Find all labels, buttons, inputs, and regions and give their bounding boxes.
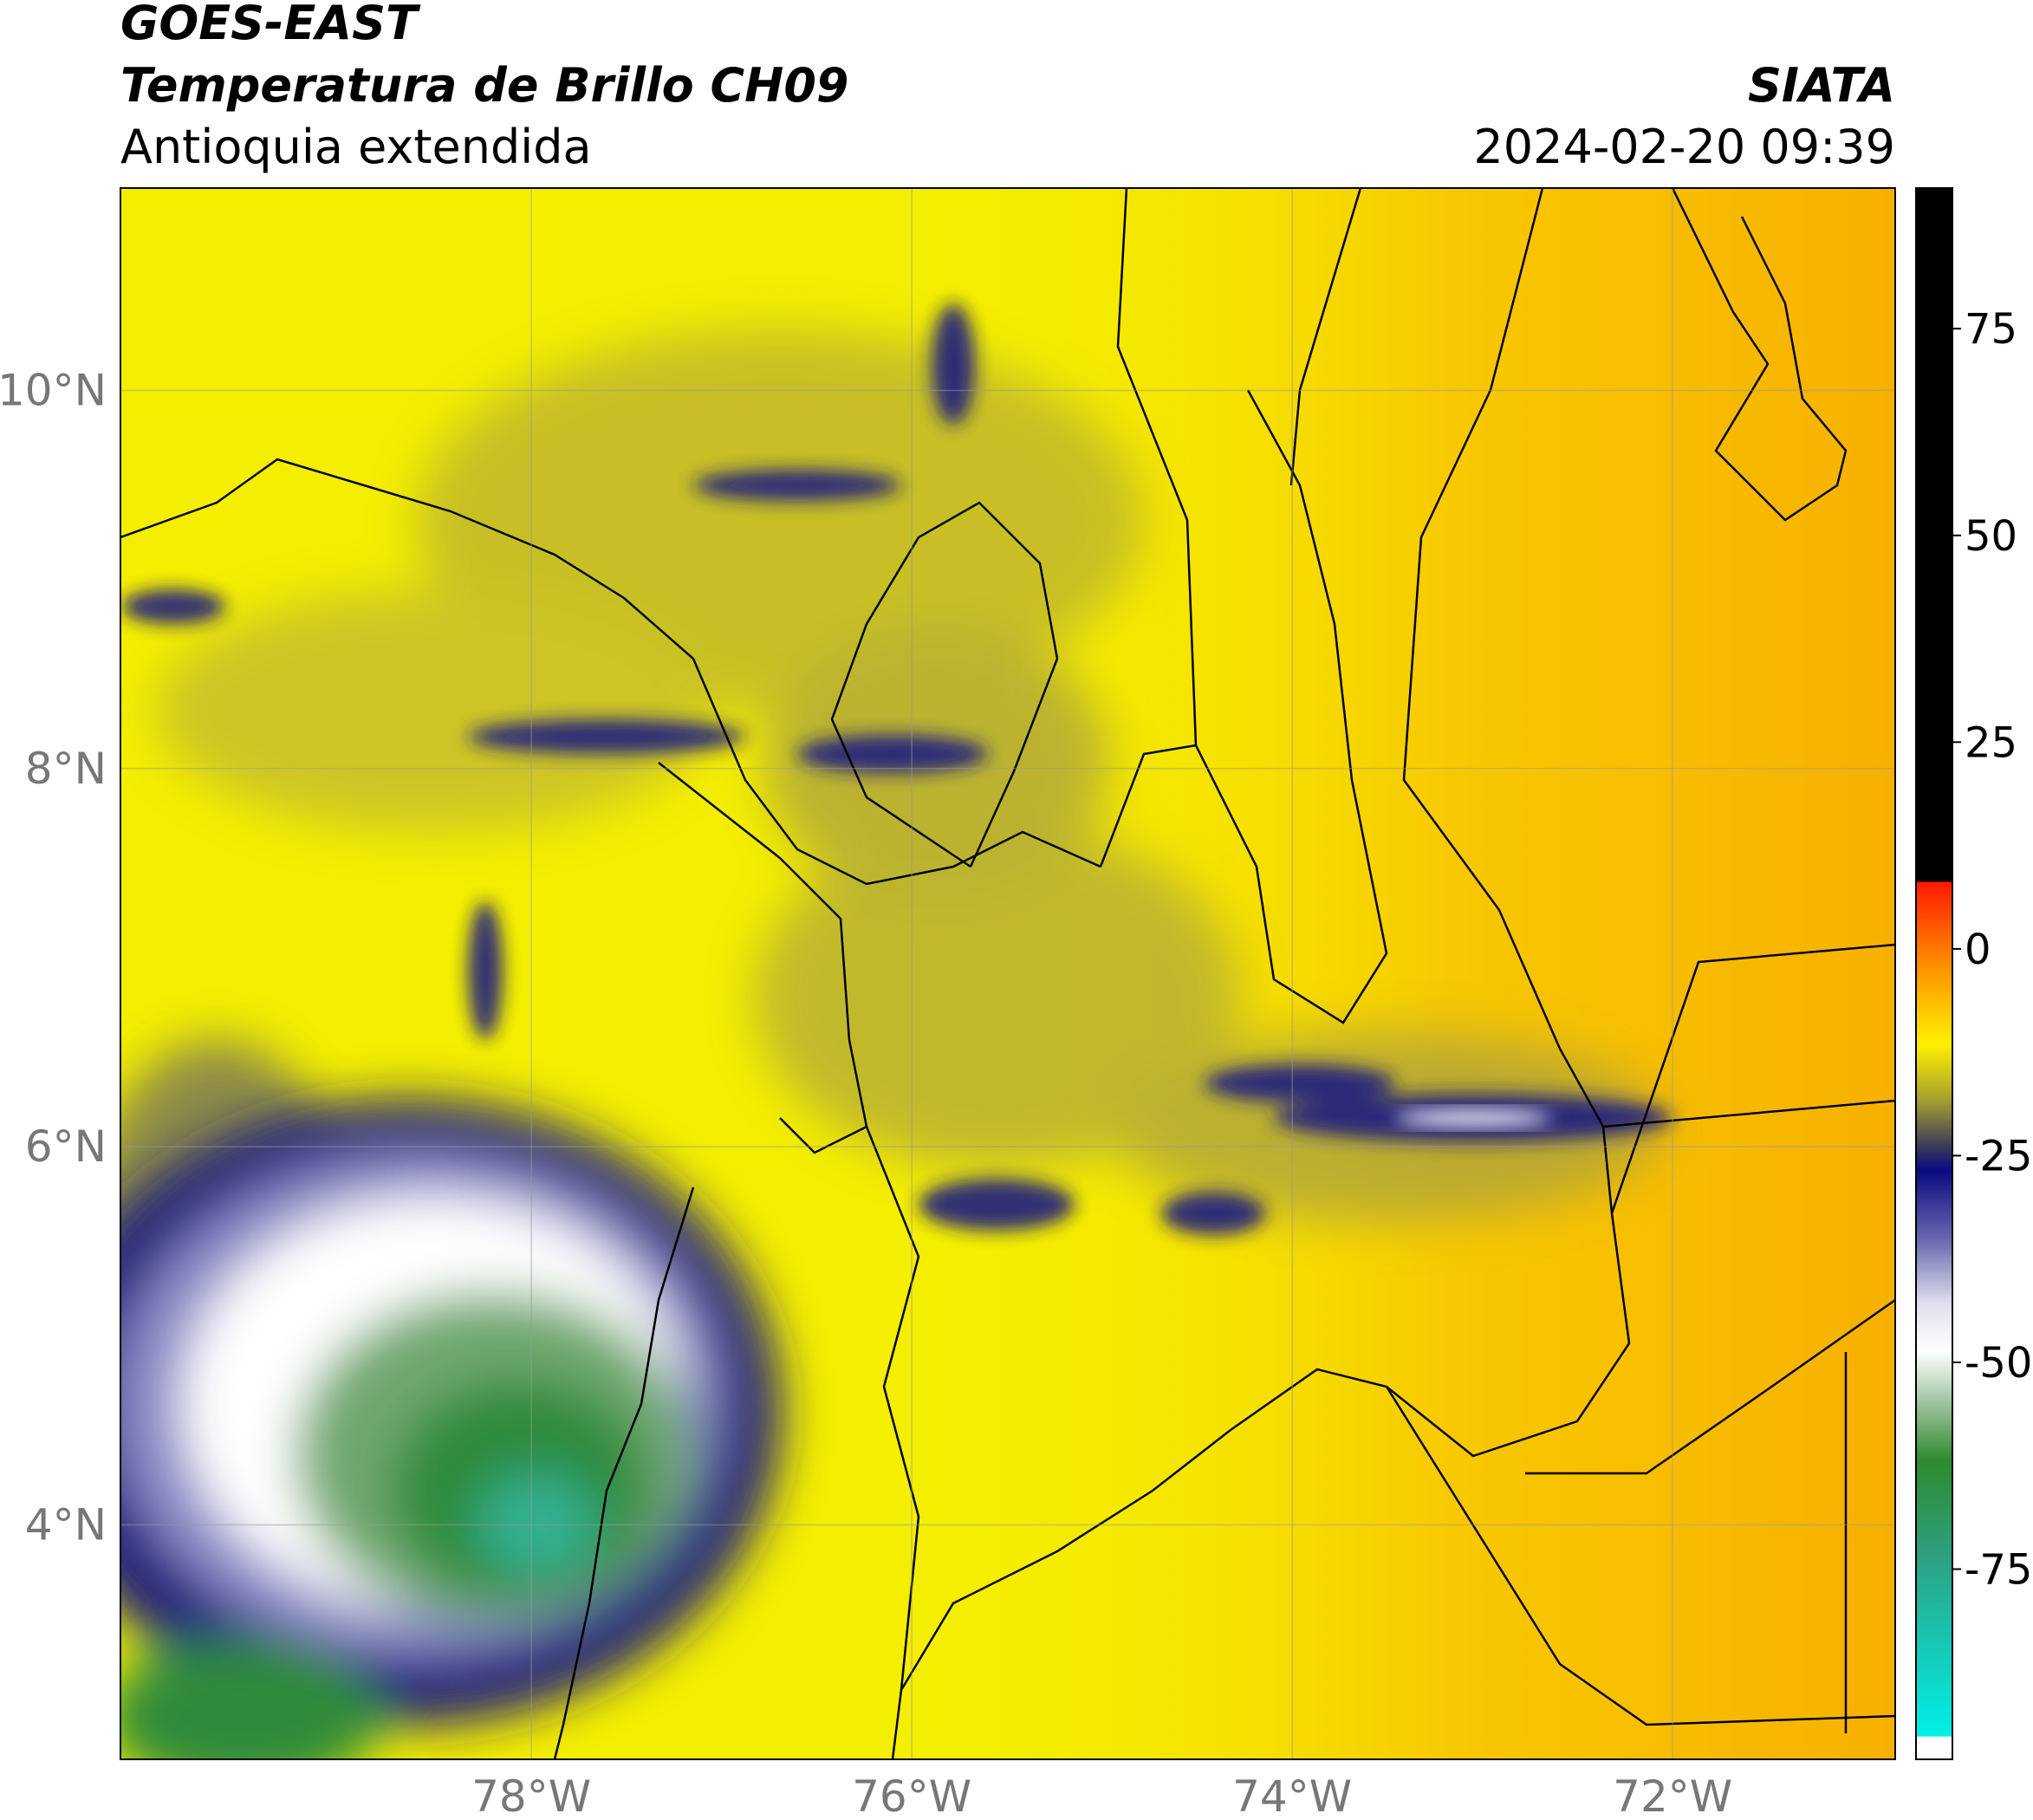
colorbar-tick-label: 25 bbox=[1965, 718, 2017, 767]
region: Antioquia extendida bbox=[120, 120, 592, 174]
colorbar-tick-label: 75 bbox=[1965, 305, 2017, 354]
y-tick-label: 8°N bbox=[25, 744, 107, 794]
colorbar bbox=[1915, 187, 1953, 1760]
x-tick-label: 72°W bbox=[1613, 1771, 1732, 1820]
x-tick-label: 74°W bbox=[1232, 1771, 1352, 1820]
timestamp: 2024-02-20 09:39 bbox=[1473, 120, 1895, 174]
y-tick-label: 10°N bbox=[0, 365, 107, 415]
grid bbox=[120, 188, 1895, 1759]
colorbar-tick-label: 50 bbox=[1965, 512, 2017, 561]
colorbar-tick-label: -75 bbox=[1965, 1546, 2032, 1595]
subtitle: Temperatura de Brillo CH09 bbox=[120, 58, 849, 113]
map-frame bbox=[120, 187, 1896, 1760]
x-tick-label: 76°W bbox=[852, 1771, 971, 1820]
source: SIATA bbox=[1748, 58, 1895, 113]
x-tick-label: 78°W bbox=[471, 1771, 591, 1820]
y-tick-label: 6°N bbox=[25, 1121, 107, 1172]
y-tick-label: 4°N bbox=[25, 1499, 107, 1550]
boundaries bbox=[120, 188, 1895, 1759]
title: GOES-EAST bbox=[120, 0, 421, 50]
map-image bbox=[120, 188, 1895, 1759]
colorbar-tick-label: 0 bbox=[1965, 926, 1991, 974]
colorbar-tick-label: -25 bbox=[1965, 1132, 2032, 1180]
colorbar-tick-label: -50 bbox=[1965, 1339, 2032, 1388]
